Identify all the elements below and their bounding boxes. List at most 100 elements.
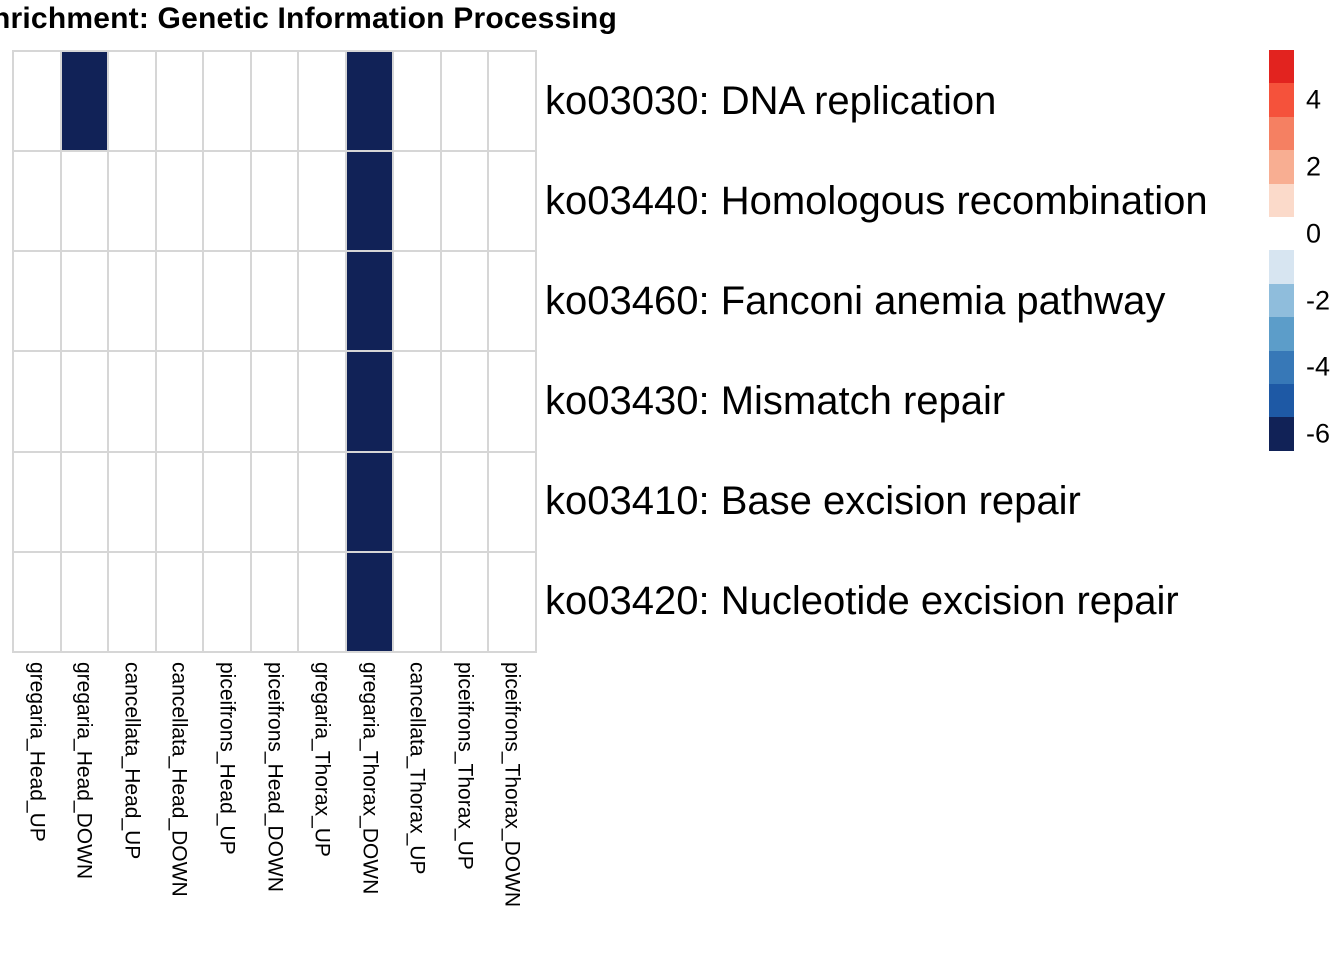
heatmap-cell	[441, 552, 488, 651]
heatmap-cell	[14, 452, 60, 551]
colorbar-tick-label: 2	[1306, 151, 1322, 182]
heatmap-cell	[251, 252, 298, 351]
heatmap-cell	[156, 552, 203, 651]
heatmap-cell	[61, 352, 108, 451]
heatmap-cell	[109, 152, 155, 251]
heatmap-cell	[251, 152, 298, 251]
heatmap-cell	[251, 452, 298, 551]
heatmap-cell	[441, 352, 488, 451]
colorbar-block	[1269, 317, 1294, 351]
colorbar-block	[1269, 283, 1294, 318]
heatmap-cell	[204, 552, 250, 651]
heatmap-cell	[61, 452, 108, 551]
heatmap-grid	[12, 50, 537, 653]
heatmap-cell	[346, 552, 393, 651]
heatmap-cell	[14, 252, 60, 351]
heatmap-cell	[109, 352, 155, 451]
row-label: ko03410: Base excision repair	[545, 479, 1081, 524]
heatmap-cell	[14, 52, 60, 151]
heatmap-cell	[489, 352, 535, 451]
column-label: cancellata_Thorax_UP	[405, 662, 429, 875]
heatmap-cell	[346, 52, 393, 151]
column-label: gregaria_Thorax_DOWN	[358, 662, 382, 895]
heatmap-cell	[346, 352, 393, 451]
heatmap-cell	[489, 552, 535, 651]
heatmap-cell	[299, 52, 345, 151]
column-label: cancellata_Head_UP	[120, 662, 144, 860]
heatmap-cell	[61, 152, 108, 251]
heatmap-cell	[441, 452, 488, 551]
heatmap-cell	[61, 52, 108, 151]
heatmap-cell	[441, 252, 488, 351]
heatmap-cell	[204, 52, 250, 151]
heatmap-cell	[109, 252, 155, 351]
heatmap-cell	[441, 152, 488, 251]
colorbar-tick-label: 4	[1306, 84, 1322, 115]
column-label: gregaria_Head_DOWN	[72, 662, 96, 880]
row-label: ko03420: Nucleotide excision repair	[545, 579, 1179, 624]
colorbar-block	[1269, 384, 1294, 418]
heatmap-cell	[346, 252, 393, 351]
chart-title: nrichment: Genetic Information Processin…	[0, 2, 617, 35]
heatmap-cell	[489, 452, 535, 551]
heatmap-cell	[109, 452, 155, 551]
heatmap-cell	[204, 152, 250, 251]
colorbar-tick-label: -4	[1306, 351, 1331, 382]
heatmap-cell	[299, 352, 345, 451]
colorbar-block	[1269, 116, 1294, 151]
colorbar-block	[1269, 350, 1294, 384]
row-label: ko03460: Fanconi anemia pathway	[545, 278, 1166, 323]
heatmap-cell	[251, 352, 298, 451]
heatmap-cell	[156, 452, 203, 551]
colorbar-block	[1269, 183, 1294, 217]
heatmap-cell	[394, 152, 440, 251]
heatmap-cell	[394, 552, 440, 651]
heatmap-cell	[251, 552, 298, 651]
column-label: cancellata_Head_DOWN	[167, 662, 191, 897]
heatmap-cell	[489, 252, 535, 351]
heatmap-cell	[204, 252, 250, 351]
row-label: ko03440: Homologous recombination	[545, 178, 1208, 223]
colorbar-block	[1269, 50, 1294, 84]
column-label: piceifrons_Head_UP	[215, 662, 239, 855]
heatmap-cell	[14, 552, 60, 651]
column-label: gregaria_Head_UP	[25, 662, 49, 842]
heatmap-cell	[109, 52, 155, 151]
heatmap-cell	[394, 452, 440, 551]
colorbar-block	[1269, 217, 1294, 251]
column-label: piceifrons_Head_DOWN	[263, 662, 287, 892]
column-label: gregaria_Thorax_UP	[310, 662, 334, 857]
heatmap-cell	[204, 452, 250, 551]
column-label: piceifrons_Thorax_UP	[453, 662, 477, 870]
row-label: ko03430: Mismatch repair	[545, 379, 1006, 423]
heatmap-cell	[109, 552, 155, 651]
colorbar-tick-label: 0	[1306, 218, 1322, 249]
heatmap-cell	[394, 352, 440, 451]
heatmap-cell	[346, 152, 393, 251]
heatmap-cell	[346, 452, 393, 551]
heatmap-cell	[299, 552, 345, 651]
heatmap-cell	[156, 52, 203, 151]
heatmap-cell	[156, 352, 203, 451]
heatmap-cell	[489, 52, 535, 151]
heatmap-cell	[299, 452, 345, 551]
colorbar-block	[1269, 250, 1294, 284]
heatmap-cell	[204, 352, 250, 451]
heatmap-cell	[61, 252, 108, 351]
colorbar-tick-label: -2	[1306, 285, 1331, 315]
heatmap-cell	[14, 352, 60, 451]
column-label: piceifrons_Thorax_DOWN	[500, 662, 524, 908]
colorbar-block	[1269, 150, 1294, 184]
heatmap-cell	[441, 52, 488, 151]
colorbar-block	[1269, 417, 1294, 451]
heatmap-cell	[14, 152, 60, 251]
heatmap-cell	[394, 52, 440, 151]
heatmap-cell	[156, 152, 203, 251]
colorbar-tick-label: -6	[1306, 418, 1331, 449]
heatmap-cell	[489, 152, 535, 251]
heatmap-cell	[394, 252, 440, 351]
colorbar-block	[1269, 83, 1294, 117]
heatmap-cell	[156, 252, 203, 351]
heatmap-cell	[251, 52, 298, 151]
